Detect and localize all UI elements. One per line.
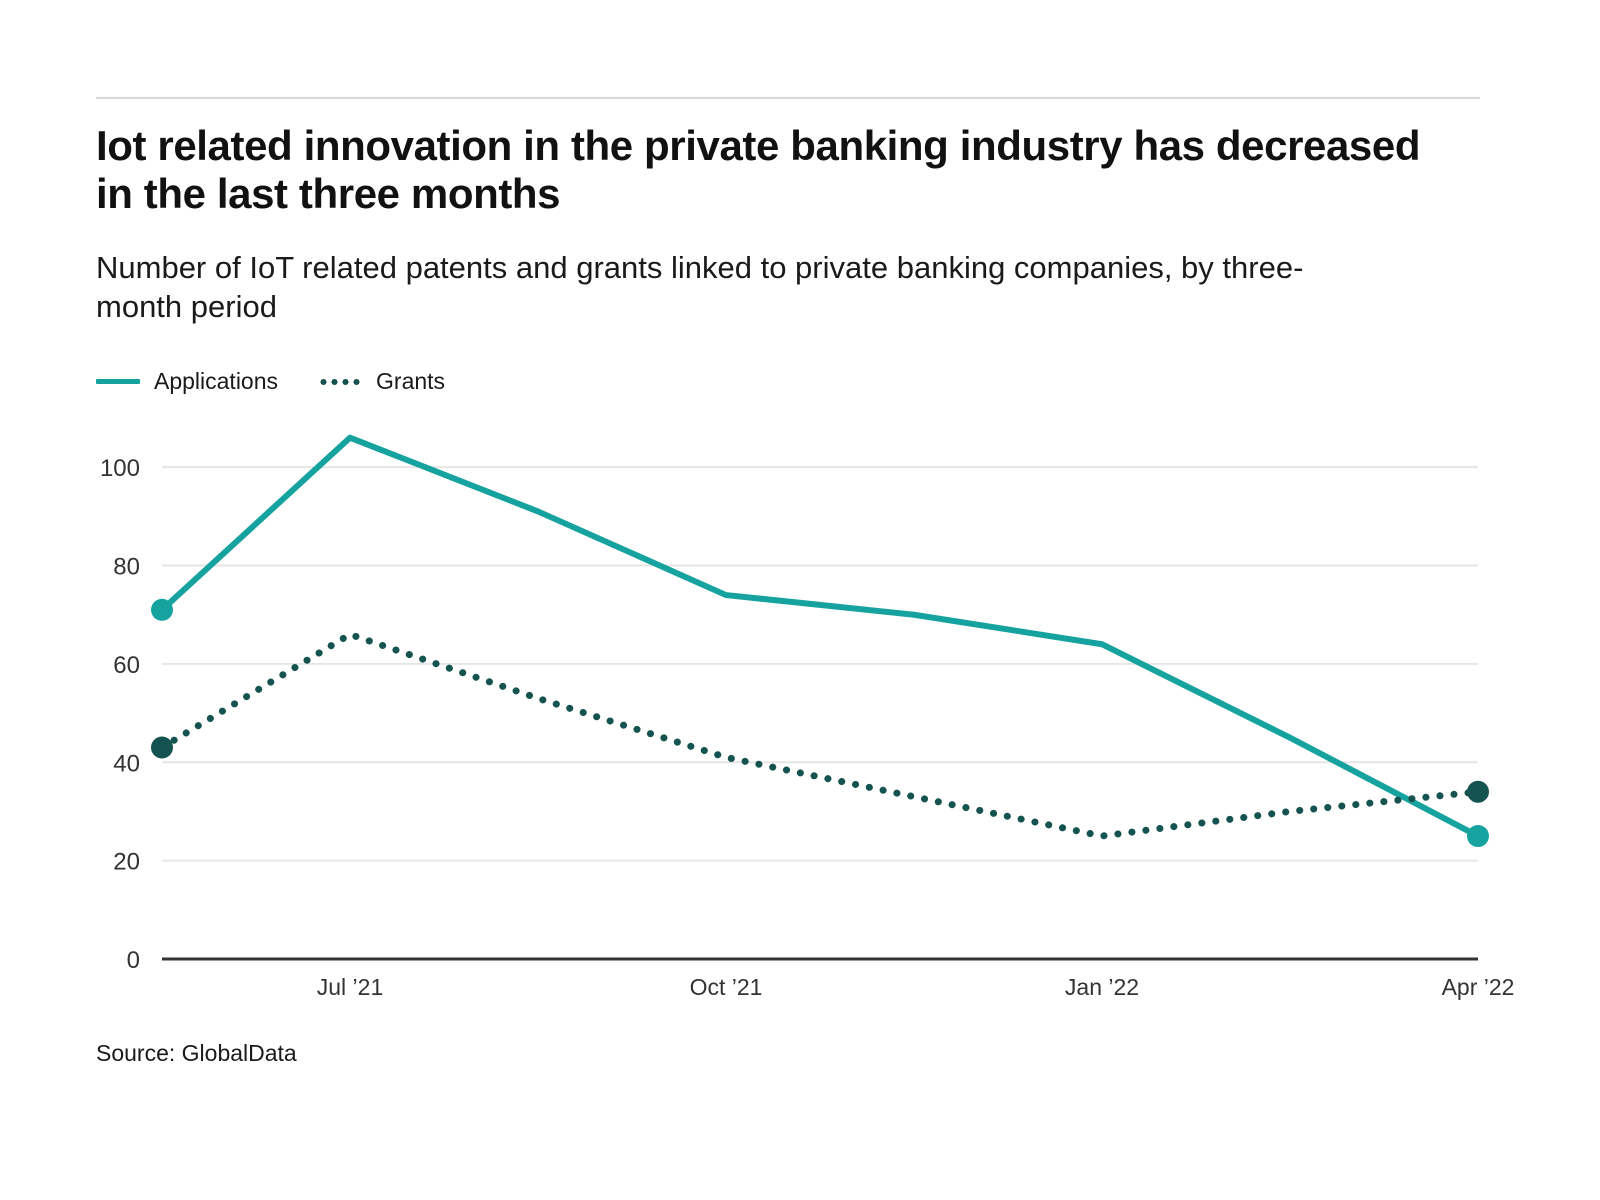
- top-divider: [96, 97, 1480, 99]
- source-note: Source: GlobalData: [96, 1040, 297, 1066]
- x-axis-tick-label: Jul ’21: [317, 974, 383, 1000]
- data-point-marker: [1467, 780, 1489, 803]
- legend-item-grants[interactable]: Grants: [318, 368, 445, 395]
- y-axis-tick-label: 80: [113, 554, 140, 581]
- y-axis-tick-label: 100: [100, 455, 140, 482]
- page-subtitle: Number of IoT related patents and grants…: [96, 250, 1304, 325]
- data-point-marker: [151, 598, 173, 621]
- data-point-marker: [151, 736, 173, 759]
- x-axis-tick-label: Jan ’22: [1065, 974, 1139, 1000]
- series-line-grants: [158, 630, 1482, 840]
- page-title: Iot related innovation in the private ba…: [96, 122, 1421, 217]
- data-point-marker: [1467, 825, 1489, 848]
- y-axis-tick-label: 0: [127, 947, 140, 974]
- y-axis-tick-label: 40: [113, 750, 140, 777]
- x-axis-tick-label: Apr ’22: [1442, 974, 1515, 1000]
- y-axis-tick-label: 20: [113, 849, 140, 876]
- chart-legend: Applications Grants: [96, 368, 445, 395]
- legend-line-dotted-icon: [318, 378, 363, 385]
- legend-line-solid-icon: [96, 379, 140, 384]
- legend-item-applications[interactable]: Applications: [96, 368, 278, 395]
- x-axis-tick-label: Oct ’21: [690, 974, 763, 1000]
- legend-label-applications: Applications: [154, 368, 279, 394]
- legend-label-grants: Grants: [376, 368, 446, 394]
- y-axis-tick-label: 60: [113, 652, 140, 679]
- series-line-applications: [159, 434, 1481, 840]
